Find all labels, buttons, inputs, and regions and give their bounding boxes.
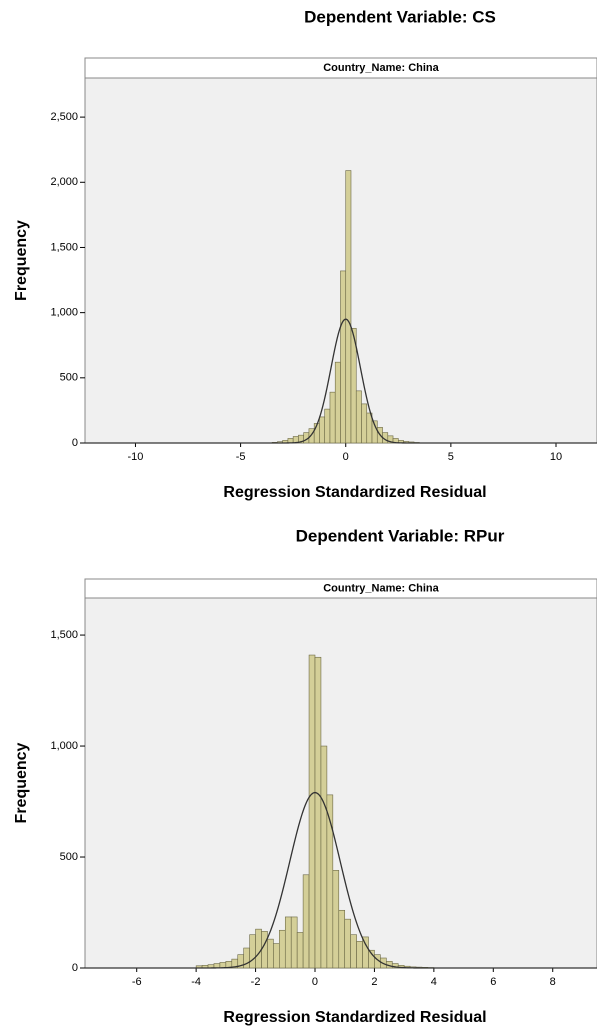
bar	[250, 935, 256, 968]
y-tick-label: 1,500	[50, 241, 78, 253]
chart-title: Dependent Variable: RPur	[296, 526, 505, 545]
bar	[319, 417, 324, 443]
chart-title: Dependent Variable: CS	[304, 7, 496, 26]
subtitle: Country_Name: China	[323, 62, 439, 74]
x-tick-label: -4	[191, 976, 201, 988]
y-tick-label: 1,000	[50, 307, 78, 319]
bar	[367, 413, 372, 443]
y-tick-label: 1,500	[50, 629, 78, 641]
y-tick-label: 0	[72, 437, 78, 449]
x-tick-label: -6	[132, 976, 142, 988]
bar	[273, 944, 279, 968]
bar	[262, 931, 268, 968]
bar	[279, 930, 285, 968]
bar	[356, 391, 361, 443]
bar	[325, 409, 330, 443]
bar	[333, 870, 339, 968]
y-tick-label: 500	[60, 851, 78, 863]
x-axis-label: Regression Standardized Residual	[223, 484, 486, 501]
bar	[340, 271, 345, 443]
y-tick-label: 500	[60, 372, 78, 384]
page: Dependent Variable: CS Country_Name: Chin…	[0, 0, 597, 1030]
x-tick-label: 8	[550, 976, 556, 988]
x-tick-label: -2	[251, 976, 261, 988]
bar	[309, 655, 315, 968]
bar	[335, 362, 340, 443]
bar	[357, 941, 363, 968]
bar	[303, 875, 309, 968]
subtitle: Country_Name: China	[323, 582, 439, 594]
bar	[267, 939, 273, 968]
y-tick-label: 2,500	[50, 111, 78, 123]
x-tick-label: 2	[371, 976, 377, 988]
bar	[351, 935, 357, 968]
bar	[362, 404, 367, 443]
bar	[330, 392, 335, 443]
bar	[291, 917, 297, 968]
y-axis-label: Frequency	[13, 220, 30, 301]
bar	[256, 929, 262, 968]
bar	[345, 919, 351, 968]
bar	[339, 910, 345, 968]
x-axis-label: Regression Standardized Residual	[223, 1009, 486, 1026]
x-tick-label: -5	[236, 451, 246, 463]
bar	[321, 746, 327, 968]
bar	[297, 932, 303, 968]
y-tick-label: 1,000	[50, 740, 78, 752]
x-tick-label: -10	[128, 451, 144, 463]
x-tick-label: 10	[550, 451, 562, 463]
bar	[315, 657, 321, 968]
x-tick-label: 4	[431, 976, 437, 988]
bar	[285, 917, 291, 968]
x-tick-label: 6	[490, 976, 496, 988]
x-tick-label: 5	[448, 451, 454, 463]
bar	[346, 171, 351, 443]
y-tick-label: 0	[72, 962, 78, 974]
y-tick-label: 2,000	[50, 176, 78, 188]
y-axis-label: Frequency	[13, 742, 30, 823]
x-tick-label: 0	[343, 451, 349, 463]
x-tick-label: 0	[312, 976, 318, 988]
